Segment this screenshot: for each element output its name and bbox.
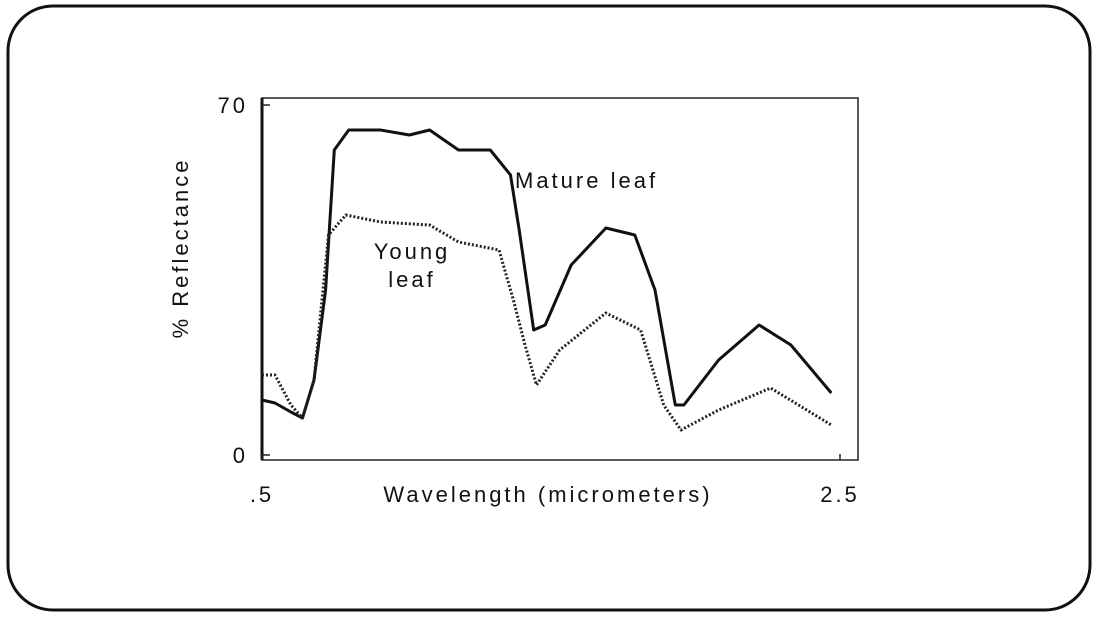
panel-border (6, 4, 1092, 612)
y-axis-title: % Reflectance (168, 158, 193, 339)
y-tick-label: 0 (233, 443, 248, 468)
series-line (262, 213, 833, 432)
x-axis-title: Wavelength (micrometers) (383, 482, 712, 507)
y-tick-label: 70 (218, 93, 248, 118)
x-tick-label: 2.5 (820, 482, 860, 507)
series-label-box: Young leaf (373, 239, 451, 292)
series-line (261, 128, 833, 420)
series-label: Mature leaf (515, 168, 658, 193)
series-label: Young leaf (373, 239, 451, 292)
x-tick-label: .5 (250, 482, 274, 507)
